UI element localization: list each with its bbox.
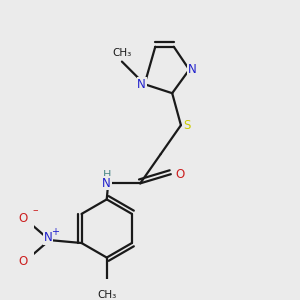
Text: N: N [137,78,146,91]
Text: CH₃: CH₃ [97,290,116,300]
Text: H: H [103,170,111,180]
Text: –: – [32,205,38,215]
Text: N: N [102,177,111,190]
Text: CH₃: CH₃ [112,48,131,59]
Text: O: O [19,255,28,268]
Text: O: O [176,168,185,181]
Text: O: O [19,212,28,225]
Text: methyl: methyl [119,55,124,56]
Text: +: + [51,227,59,237]
Text: N: N [188,63,197,76]
Text: methyl: methyl [112,58,117,59]
Text: N: N [44,231,52,244]
Text: S: S [183,119,190,132]
